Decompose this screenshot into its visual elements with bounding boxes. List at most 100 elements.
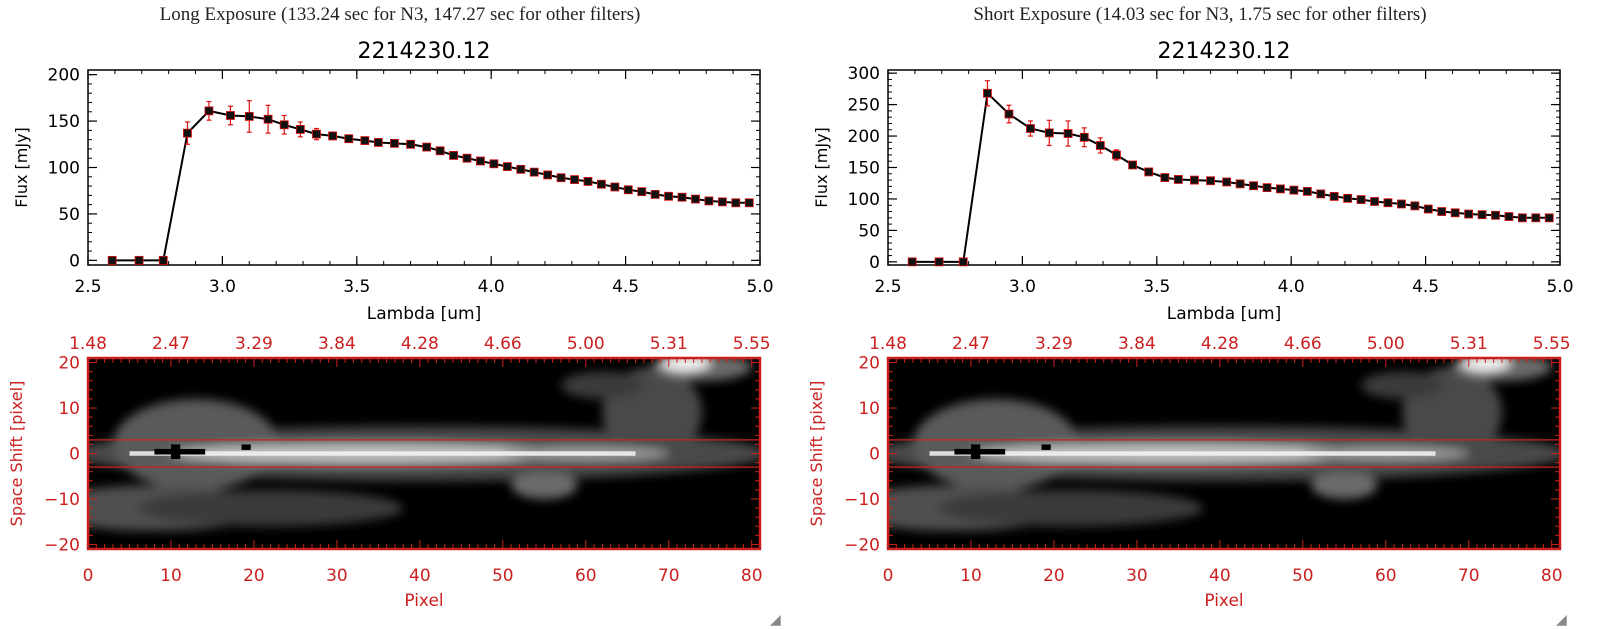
x-axis-label: Lambda [um] [1167,304,1281,324]
x-tick-label: 3.0 [209,277,236,297]
data-point [373,138,383,147]
data-point [1249,181,1258,191]
x-tick-label: 4.5 [1412,277,1439,297]
image-x-tick-label: 80 [741,566,763,586]
saturated-pixel [187,448,197,455]
data-point [1206,176,1215,186]
data-point [1343,193,1353,203]
image-top-tick-label: 5.55 [1533,334,1571,354]
spectrum-image [888,358,1560,549]
image-x-tick-label: 50 [492,566,514,586]
data-point [717,197,727,207]
data-point [1004,109,1014,119]
data-point [406,139,415,149]
image-top-tick-label: 4.66 [1284,334,1322,354]
series-line [112,109,750,262]
emission-blob [1460,358,1511,372]
data-point [583,177,593,186]
data-point [664,191,674,201]
data-point [360,136,370,145]
emission-blob [1311,471,1378,499]
panel-title: Short Exposure (14.03 sec for N3, 1.75 s… [973,4,1427,25]
image-x-tick-label: 40 [409,566,431,586]
data-point [1044,128,1054,138]
resize-grip-icon[interactable]: ◢ [770,612,781,628]
image-x-tick-label: 60 [1375,566,1397,586]
y-tick-label: 300 [848,64,880,84]
data-point [516,164,526,174]
emission-blob [937,489,1204,527]
data-point [1095,141,1105,150]
image-x-tick-label: 0 [883,566,894,586]
image-y-tick-label: −20 [44,535,80,555]
plot-frame [887,69,1561,266]
data-point [1437,207,1447,216]
data-point [1222,177,1232,187]
data-point [183,128,192,138]
chart-title: 2214230.12 [358,39,491,64]
saturated-pixel [154,448,164,455]
data-point [449,151,458,160]
data-point [1262,183,1272,193]
image-top-tick-label: 5.31 [650,334,688,354]
y-tick-label: 50 [58,205,80,225]
data-point [1397,199,1406,209]
data-point [677,192,687,202]
data-point [1160,173,1170,182]
data-point [476,156,485,166]
image-top-tick-label: 5.00 [567,334,605,354]
image-top-tick-label: 5.55 [733,334,771,354]
image-y-tick-label: −20 [844,535,880,555]
image-x-axis-label: Pixel [404,591,443,611]
data-point [1128,160,1138,170]
data-point [502,162,512,171]
emission-blob [511,471,578,499]
image-x-tick-label: 70 [658,566,680,586]
image-x-tick-label: 20 [1043,566,1065,586]
data-point [158,255,168,265]
x-tick-label: 3.5 [343,277,370,297]
data-point [1370,197,1379,206]
data-point [390,138,399,148]
saturated-pixel [970,448,981,455]
data-point [691,194,700,204]
data-point [1173,175,1183,184]
saturated-pixel [179,448,189,455]
image-x-tick-label: 10 [160,566,182,586]
y-axis-label: Flux [mJy] [812,127,831,208]
data-point [204,106,214,116]
data-point [462,153,472,163]
x-tick-label: 4.5 [612,277,639,297]
chart-title: 2214230.12 [1158,39,1291,64]
data-point [1356,195,1366,204]
emission-blob [1360,371,1444,399]
data-point [1079,132,1089,142]
data-point [1517,213,1527,223]
image-y-tick-label: 10 [858,399,880,419]
panel-title: Long Exposure (133.24 sec for N3, 147.27… [159,4,641,25]
data-point [543,170,553,180]
x-tick-label: 3.0 [1009,277,1036,297]
data-point [958,257,968,267]
image-x-tick-label: 80 [1541,566,1563,586]
x-tick-label: 4.0 [478,277,505,297]
data-point [328,131,338,141]
data-point [934,257,944,267]
data-point [1235,179,1245,189]
y-tick-label: 0 [69,251,80,271]
resize-grip-icon[interactable]: ◢ [1556,612,1567,628]
emission-blob [912,398,1079,490]
image-top-tick-label: 4.66 [484,334,522,354]
data-point [1450,208,1460,218]
saturated-pixel [979,448,989,455]
plot-frame [87,69,761,266]
image-y-axis-label: Space Shift [pixel] [7,381,26,527]
saturated-pixel [1041,444,1051,450]
emission-blob [112,398,279,490]
data-point [107,255,117,265]
data-point [489,159,499,169]
data-point [134,255,144,265]
data-point [1423,204,1433,214]
image-top-tick-label: 3.29 [1035,334,1073,354]
image-top-tick-label: 2.47 [952,334,990,354]
